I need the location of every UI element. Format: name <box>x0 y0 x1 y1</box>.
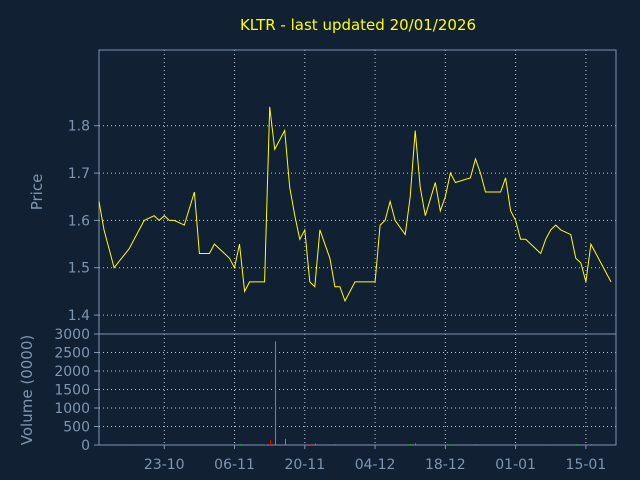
x-tick-label: 23-10 <box>144 457 185 473</box>
price-y-tick-label: 1.4 <box>68 308 90 324</box>
price-series-line <box>98 106 612 303</box>
volume-y-tick-label: 1500 <box>54 383 90 399</box>
price-y-tick-label: 1.7 <box>68 166 90 182</box>
x-tick-label: 18-12 <box>425 457 466 473</box>
volume-y-tick-label: 500 <box>63 420 90 436</box>
price-y-ticks: 1.4 1.5 1.6 1.7 1.8 <box>68 119 99 324</box>
volume-y-ticks: 0 500 1000 1500 2000 2500 3000 <box>54 327 99 454</box>
x-axis-ticks: 23-10 06-11 20-11 04-12 18-12 01-01 15-01 <box>144 445 606 473</box>
volume-y-tick-label: 2000 <box>54 364 90 380</box>
volume-y-tick-label: 2500 <box>54 346 90 362</box>
price-grid <box>99 50 616 334</box>
x-tick-label: 04-12 <box>355 457 396 473</box>
price-y-tick-label: 1.8 <box>68 119 90 135</box>
x-tick-label: 06-11 <box>214 457 255 473</box>
volume-axis-label: Volume (0000) <box>18 335 36 445</box>
volume-grid <box>99 334 616 445</box>
volume-bars <box>129 341 592 445</box>
volume-y-tick-label: 0 <box>81 438 90 454</box>
volume-y-tick-label: 3000 <box>54 327 90 343</box>
price-panel: 1.4 1.5 1.6 1.7 1.8 Price <box>28 49 617 335</box>
volume-panel: 0 500 1000 1500 2000 2500 3000 Volume (0000) <box>18 327 617 454</box>
x-tick-label: 20-11 <box>284 457 325 473</box>
price-y-tick-label: 1.6 <box>68 213 90 229</box>
x-tick-label: 15-01 <box>566 457 607 473</box>
chart-title: KLTR - last updated 20/01/2026 <box>240 16 476 34</box>
volume-plot-frame <box>98 333 617 446</box>
price-y-tick-label: 1.5 <box>68 261 90 277</box>
price-plot-frame <box>98 49 617 335</box>
price-axis-label: Price <box>28 174 46 211</box>
x-tick-label: 01-01 <box>495 457 536 473</box>
volume-y-tick-label: 1000 <box>54 401 90 417</box>
